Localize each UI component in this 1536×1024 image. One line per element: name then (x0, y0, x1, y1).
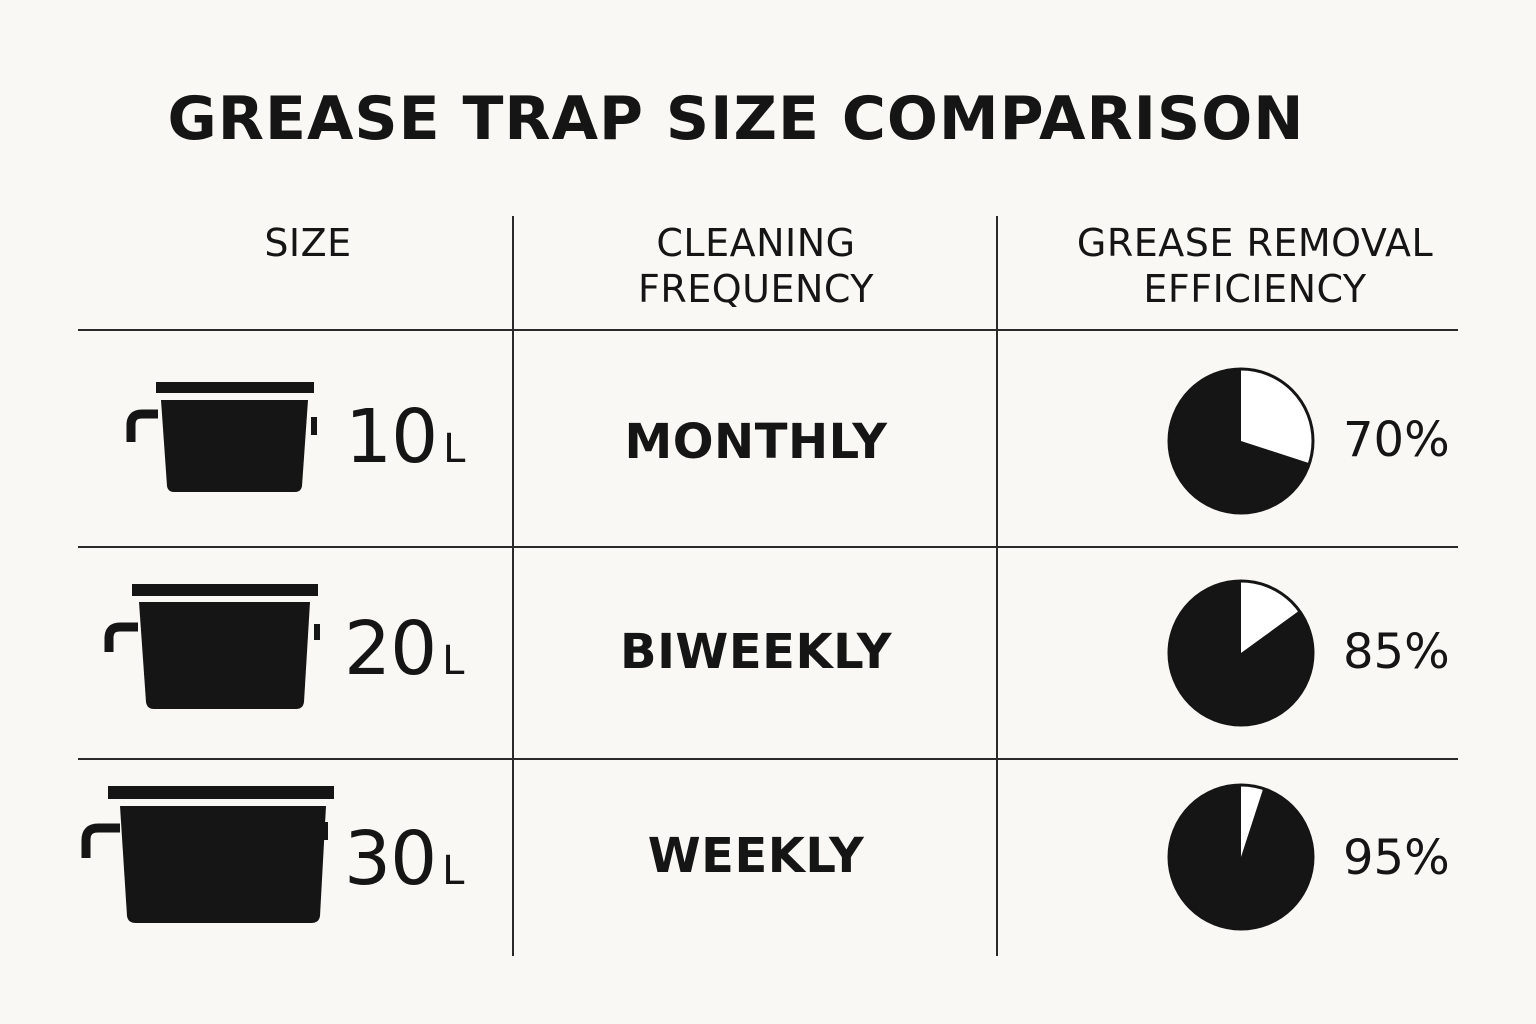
grease-trap-icon (126, 382, 317, 492)
efficiency-value: 95% (1343, 830, 1450, 886)
size-unit: L (442, 848, 465, 894)
header-cleaning-frequency: CLEANING FREQUENCY (560, 220, 952, 312)
header-efficiency-line-2: EFFICIENCY (1143, 267, 1367, 311)
pie-filled-slice (1169, 581, 1313, 725)
pie-chart-icon (1167, 367, 1315, 515)
grease-trap-icon (104, 584, 320, 709)
pie-chart-icon (1167, 783, 1315, 931)
cleaning-frequency: WEEKLY (647, 828, 865, 884)
efficiency-value: 85% (1343, 624, 1450, 680)
size-value: 20 (344, 606, 437, 692)
size-label: 10 L (345, 392, 465, 502)
size-unit: L (442, 638, 465, 684)
row-divider-1 (78, 546, 1458, 548)
grease-trap-icon (81, 786, 334, 923)
pie-filled-slice (1169, 785, 1313, 929)
efficiency-value: 70% (1343, 412, 1450, 468)
header-frequency-line-1: CLEANING (656, 221, 856, 265)
cleaning-frequency: MONTHLY (624, 414, 888, 470)
page-title: GREASE TRAP SIZE COMPARISON (167, 84, 1305, 154)
header-size-label: SIZE (264, 221, 352, 265)
header-frequency-line-2: FREQUENCY (637, 267, 874, 311)
size-value: 10 (345, 394, 438, 480)
column-divider-1 (512, 216, 514, 956)
size-value: 30 (344, 816, 437, 902)
header-size: SIZE (158, 220, 458, 266)
row-divider-2 (78, 758, 1458, 760)
pie-chart-icon (1167, 579, 1315, 727)
size-unit: L (443, 426, 466, 472)
cleaning-frequency: BIWEEKLY (619, 624, 893, 680)
header-efficiency-line-1: GREASE REMOVAL (1076, 221, 1434, 265)
pie-filled-slice (1169, 369, 1310, 513)
size-label: 30 L (344, 814, 464, 924)
size-label: 20 L (344, 604, 464, 714)
header-grease-removal-efficiency: GREASE REMOVAL EFFICIENCY (1020, 220, 1490, 312)
column-divider-2 (996, 216, 998, 956)
header-divider (78, 329, 1458, 331)
